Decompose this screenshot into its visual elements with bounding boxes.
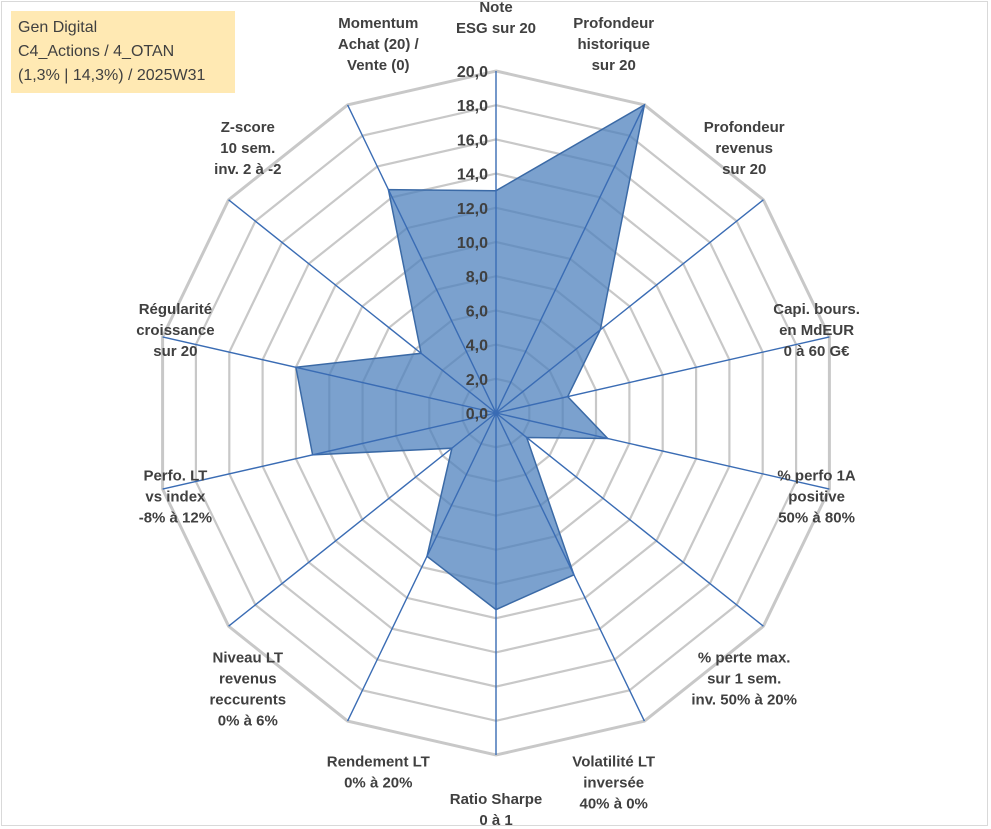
- tick-label: 0,0: [466, 406, 488, 423]
- category-label-line: % perte max.: [698, 650, 791, 667]
- category-label: Momentum Achat (20) / Vente (0): [338, 15, 420, 74]
- tick-layer: 0,0 2,0 4,0 6,0 8,0 10,0 12,0 14,0 16,0 18,0 20,0: [457, 64, 488, 423]
- category-label-line: Achat (20) /: [338, 36, 420, 53]
- axis-spoke: [162, 336, 497, 414]
- axis-spoke: [346, 104, 497, 414]
- axis-spoke: [495, 412, 764, 627]
- category-label-line: Ratio Sharpe: [450, 791, 543, 808]
- category-label-line: 0 à 60 G€: [784, 343, 851, 360]
- category-label-line: Régularité: [139, 301, 212, 318]
- axis-spoke: [162, 412, 497, 490]
- category-label-line: 10 sem.: [220, 140, 275, 157]
- category-label: Capi. bours. en MdEUR 0 à 60 G€: [773, 301, 860, 360]
- category-label-line: sur 20: [722, 161, 766, 178]
- category-label: Volatilité LT inversée 40% à 0%: [572, 754, 655, 813]
- axis-spoke: [495, 336, 830, 414]
- category-label-line: Niveau LT: [213, 650, 284, 667]
- category-label-line: sur 20: [592, 57, 636, 74]
- info-period: (1,3% | 14,3%) / 2025W31: [18, 67, 206, 84]
- info-company: Gen Digital: [18, 19, 98, 36]
- category-label-line: 0% à 20%: [344, 775, 412, 792]
- tick-label: 14,0: [457, 167, 488, 184]
- axis-spoke: [495, 412, 830, 490]
- category-label: Ratio Sharpe 0 à 1: [450, 791, 543, 829]
- tick-label: 18,0: [457, 98, 488, 115]
- category-label-line: 40% à 0%: [580, 796, 648, 813]
- tick-label: 16,0: [457, 132, 488, 149]
- tick-label: 2,0: [466, 372, 488, 389]
- category-label-line: -8% à 12%: [139, 510, 212, 527]
- category-label-line: % perfo 1A: [777, 468, 856, 485]
- category-label-line: 50% à 80%: [778, 510, 855, 527]
- spoke-layer: [162, 71, 830, 755]
- category-label-line: 0% à 6%: [218, 713, 278, 730]
- axis-spoke: [495, 412, 646, 722]
- category-label-line: sur 20: [153, 343, 197, 360]
- tick-label: 8,0: [466, 269, 488, 286]
- tick-label: 6,0: [466, 303, 488, 320]
- category-label: Rendement LT 0% à 20%: [327, 754, 430, 792]
- category-label: Z-score 10 sem. inv. 2 à -2: [214, 119, 281, 178]
- category-label-line: Profondeur: [704, 119, 785, 136]
- axis-spoke: [346, 412, 497, 722]
- category-label-line: Rendement LT: [327, 754, 430, 771]
- category-label: % perfo 1A positive 50% à 80%: [777, 468, 856, 527]
- category-label-line: Note: [479, 0, 512, 16]
- category-label-line: Momentum: [338, 15, 418, 32]
- category-label-line: Z-score: [221, 119, 275, 136]
- category-label: Perfo. LT vs index -8% à 12%: [139, 468, 212, 527]
- category-label: Niveau LT revenus reccurents 0% à 6%: [209, 650, 286, 730]
- category-label-line: Vente (0): [347, 57, 410, 74]
- info-box: Gen Digital C4_Actions / 4_OTAN (1,3% | …: [11, 11, 235, 93]
- axis-spoke: [228, 199, 497, 414]
- category-label-line: Volatilité LT: [572, 754, 655, 771]
- tick-label: 20,0: [457, 64, 488, 81]
- category-label-line: ESG sur 20: [456, 20, 536, 37]
- category-label-line: 0 à 1: [479, 812, 512, 829]
- category-label-line: Capi. bours.: [773, 301, 860, 318]
- info-category: C4_Actions / 4_OTAN: [18, 43, 175, 60]
- tick-label: 4,0: [466, 338, 488, 355]
- category-label: Profondeur revenus sur 20: [704, 119, 785, 178]
- category-label-line: inv. 50% à 20%: [691, 692, 797, 709]
- axis-spoke: [495, 104, 646, 414]
- category-label-line: en MdEUR: [779, 322, 854, 339]
- category-label: % perte max. sur 1 sem. inv. 50% à 20%: [691, 650, 797, 709]
- category-label-line: Perfo. LT: [143, 468, 207, 485]
- tick-label: 10,0: [457, 235, 488, 252]
- category-label: Régularité croissance sur 20: [136, 301, 214, 360]
- tick-label: 12,0: [457, 201, 488, 218]
- category-label-line: vs index: [145, 489, 206, 506]
- category-label-line: positive: [788, 489, 845, 506]
- category-label-line: inversée: [583, 775, 644, 792]
- category-label-line: Profondeur: [573, 15, 654, 32]
- category-label: Note ESG sur 20: [456, 0, 536, 37]
- category-label-line: reccurents: [209, 692, 286, 709]
- category-label-line: inv. 2 à -2: [214, 161, 281, 178]
- category-label-line: revenus: [219, 671, 277, 688]
- category-label-line: revenus: [715, 140, 773, 157]
- category-label-line: croissance: [136, 322, 214, 339]
- category-label: Profondeur historique sur 20: [573, 15, 654, 74]
- category-label-line: sur 1 sem.: [707, 671, 781, 688]
- axis-spoke: [495, 199, 764, 414]
- label-layer: Note ESG sur 20 Profondeur historique sur 20…: [136, 0, 860, 829]
- axis-spoke: [228, 412, 497, 627]
- category-label-line: historique: [577, 36, 650, 53]
